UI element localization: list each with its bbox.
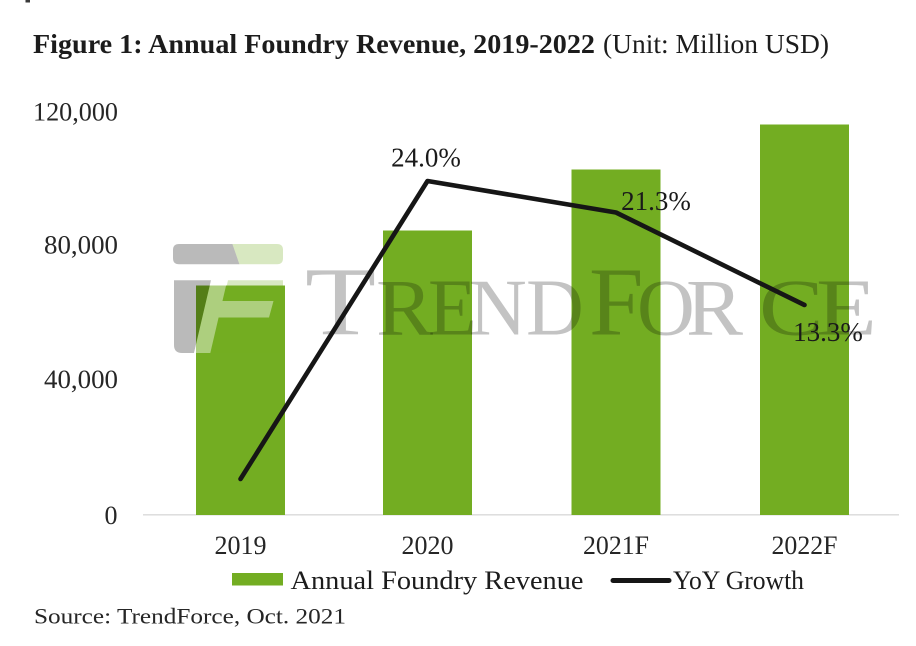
svg-text:(Unit: Million USD): (Unit: Million USD) [603,29,829,59]
svg-text:40,000: 40,000 [44,365,118,394]
svg-text:80,000: 80,000 [44,231,118,260]
svg-text:D: D [526,265,584,353]
svg-text:2019: 2019 [215,531,267,560]
svg-text:YoY Growth: YoY Growth [673,566,804,595]
svg-text:R: R [376,265,434,353]
svg-text:2020: 2020 [402,531,454,560]
svg-text:0: 0 [105,501,118,530]
svg-text:T: T [305,249,376,357]
svg-text:24.0%: 24.0% [391,143,461,173]
svg-text:21.3%: 21.3% [621,186,691,216]
svg-text:Figure 1: Annual Foundry Reven: Figure 1: Annual Foundry Revenue, 2019-2… [33,29,595,59]
svg-text:R: R [686,265,744,353]
svg-text:C: C [759,265,824,353]
svg-text:13.3%: 13.3% [793,317,863,347]
svg-text:O: O [637,265,695,353]
svg-text:E: E [816,265,877,353]
svg-text:E: E [428,265,477,353]
svg-text:N: N [469,265,527,353]
svg-text:F: F [589,249,644,357]
svg-text:120,000: 120,000 [33,98,118,127]
svg-text:Source: TrendForce, Oct. 2021: Source: TrendForce, Oct. 2021 [34,604,346,629]
svg-text:2021F: 2021F [583,531,649,560]
svg-text:Annual Foundry Revenue: Annual Foundry Revenue [291,566,584,595]
svg-text:2022F: 2022F [772,531,838,560]
